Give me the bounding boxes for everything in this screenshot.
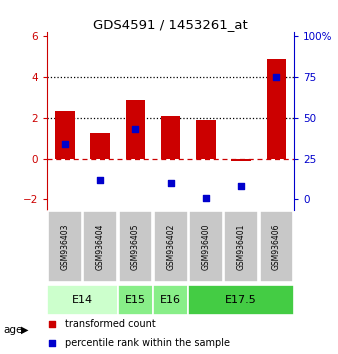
Text: transformed count: transformed count [65, 319, 155, 330]
Point [168, 180, 173, 186]
Bar [260, 211, 293, 282]
Point [97, 177, 103, 183]
Bar [83, 211, 117, 282]
Bar [48, 211, 82, 282]
Bar [118, 285, 153, 315]
Bar [224, 211, 258, 282]
Bar [196, 120, 216, 159]
Bar [55, 110, 75, 159]
Bar [267, 59, 286, 159]
Text: age: age [3, 325, 23, 335]
Text: E16: E16 [160, 295, 181, 305]
Title: GDS4591 / 1453261_at: GDS4591 / 1453261_at [93, 18, 248, 31]
Text: GSM936405: GSM936405 [131, 223, 140, 270]
Point [239, 184, 244, 189]
Point [203, 195, 209, 201]
Bar [232, 159, 251, 161]
Text: E14: E14 [72, 295, 93, 305]
Point [50, 340, 55, 346]
Bar [91, 133, 110, 159]
Bar [153, 285, 188, 315]
Bar [154, 211, 188, 282]
Text: GSM936404: GSM936404 [96, 223, 105, 270]
Text: ▶: ▶ [21, 325, 29, 335]
Point [274, 74, 279, 80]
Bar [119, 211, 152, 282]
Text: GSM936401: GSM936401 [237, 223, 246, 270]
Text: GSM936400: GSM936400 [201, 223, 211, 270]
Point [50, 322, 55, 327]
Bar [126, 100, 145, 159]
Text: GSM936403: GSM936403 [61, 223, 69, 270]
Bar [47, 285, 118, 315]
Text: GSM936406: GSM936406 [272, 223, 281, 270]
Text: percentile rank within the sample: percentile rank within the sample [65, 338, 230, 348]
Point [62, 141, 68, 147]
Bar [188, 285, 294, 315]
Text: E17.5: E17.5 [225, 295, 257, 305]
Bar [161, 116, 180, 159]
Text: E15: E15 [125, 295, 146, 305]
Point [133, 126, 138, 132]
Bar [189, 211, 223, 282]
Text: GSM936402: GSM936402 [166, 223, 175, 270]
